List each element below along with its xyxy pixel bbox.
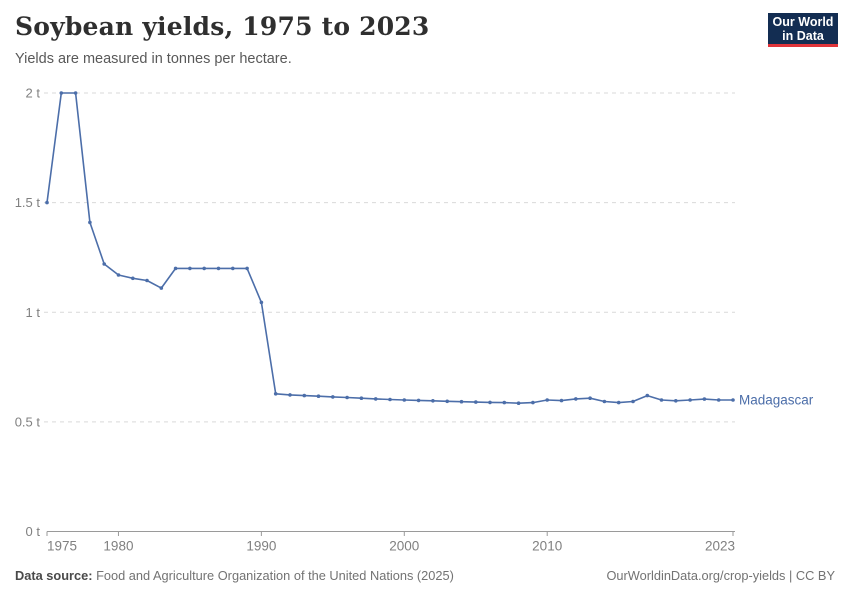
- data-point-madagascar-1997[interactable]: [359, 396, 364, 401]
- data-source: Data source: Food and Agriculture Organi…: [15, 568, 454, 583]
- x-axis-label-1975: 1975: [47, 539, 77, 554]
- data-point-madagascar-1980[interactable]: [116, 273, 121, 277]
- data-point-madagascar-1990[interactable]: [259, 300, 264, 305]
- data-point-madagascar-1992[interactable]: [288, 393, 292, 397]
- data-point-madagascar-1986[interactable]: [202, 266, 206, 271]
- x-axis-label-1990: 1990: [246, 539, 276, 554]
- data-point-madagascar-2015[interactable]: [616, 400, 621, 405]
- data-point-madagascar-1998[interactable]: [373, 397, 378, 401]
- data-point-madagascar-2021[interactable]: [702, 397, 707, 401]
- data-point-madagascar-1981[interactable]: [131, 276, 135, 281]
- chart-subtitle: Yields are measured in tonnes per hectar…: [15, 51, 292, 67]
- data-point-madagascar-1985[interactable]: [188, 266, 192, 271]
- data-point-madagascar-2006[interactable]: [488, 400, 492, 405]
- data-point-madagascar-2020[interactable]: [688, 398, 692, 402]
- data-point-madagascar-2022[interactable]: [716, 398, 721, 402]
- x-axis-label-2010: 2010: [532, 539, 562, 554]
- data-point-madagascar-1987[interactable]: [216, 266, 221, 271]
- data-point-madagascar-2019[interactable]: [674, 399, 678, 403]
- data-point-madagascar-1977[interactable]: [73, 91, 78, 95]
- data-point-madagascar-2010[interactable]: [545, 398, 549, 402]
- chart-footer: Data source: Food and Agriculture Organi…: [15, 568, 835, 583]
- data-point-madagascar-1983[interactable]: [159, 286, 164, 290]
- x-axis-label-2023: 2023: [705, 539, 735, 554]
- data-point-madagascar-1976[interactable]: [59, 91, 64, 95]
- y-axis-label-1: 1 t: [26, 305, 41, 320]
- y-axis-label-0.5: 0.5 t: [15, 414, 41, 429]
- data-point-madagascar-2011[interactable]: [559, 398, 564, 403]
- y-axis-label-1.5: 1.5 t: [15, 195, 41, 210]
- data-point-madagascar-1984[interactable]: [173, 266, 178, 271]
- data-point-madagascar-1991[interactable]: [273, 392, 278, 396]
- data-point-madagascar-2018[interactable]: [659, 398, 664, 402]
- data-point-madagascar-2013[interactable]: [588, 396, 592, 401]
- credit-link[interactable]: OurWorldinData.org/crop-yields | CC BY: [606, 568, 835, 583]
- x-axis-label-1980: 1980: [103, 539, 133, 554]
- data-point-madagascar-2016[interactable]: [631, 399, 635, 404]
- y-axis-label-0: 0 t: [26, 524, 41, 539]
- data-point-madagascar-2001[interactable]: [416, 398, 421, 403]
- data-source-label: Data source:: [15, 568, 93, 583]
- data-point-madagascar-1994[interactable]: [316, 394, 321, 399]
- data-point-madagascar-1978[interactable]: [88, 220, 92, 225]
- chart-title: Soybean yields, 1975 to 2023: [15, 12, 430, 41]
- data-point-madagascar-1999[interactable]: [388, 397, 392, 402]
- data-source-text: Food and Agriculture Organization of the…: [92, 568, 454, 583]
- y-axis-label-2: 2 t: [26, 86, 41, 101]
- data-point-madagascar-1989[interactable]: [245, 266, 249, 271]
- data-point-madagascar-1993[interactable]: [302, 393, 307, 398]
- data-point-madagascar-2000[interactable]: [402, 398, 407, 402]
- x-axis-label-2000: 2000: [389, 539, 419, 554]
- data-point-madagascar-2009[interactable]: [531, 400, 535, 405]
- data-point-madagascar-1988[interactable]: [231, 266, 235, 271]
- entity-label-madagascar[interactable]: Madagascar: [739, 392, 814, 407]
- data-point-madagascar-2008[interactable]: [516, 401, 521, 406]
- owid-logo-line1: Our World: [772, 14, 834, 29]
- data-point-madagascar-1996[interactable]: [345, 395, 349, 400]
- owid-logo-line2: in Data: [782, 28, 824, 43]
- data-point-madagascar-2003[interactable]: [445, 399, 450, 404]
- data-point-madagascar-2017[interactable]: [645, 393, 650, 398]
- data-line-madagascar[interactable]: [46, 92, 734, 405]
- data-point-madagascar-2005[interactable]: [474, 400, 478, 404]
- data-point-madagascar-2014[interactable]: [602, 399, 607, 404]
- owid-logo[interactable]: Our World in Data: [768, 13, 838, 47]
- data-point-madagascar-1975[interactable]: [45, 200, 49, 205]
- data-point-madagascar-2023[interactable]: [731, 398, 735, 402]
- data-point-madagascar-1982[interactable]: [145, 278, 149, 283]
- data-point-madagascar-2002[interactable]: [431, 399, 435, 403]
- data-point-madagascar-2012[interactable]: [574, 397, 578, 401]
- data-point-madagascar-1979[interactable]: [102, 262, 106, 266]
- data-point-madagascar-2004[interactable]: [459, 399, 464, 404]
- data-point-madagascar-2007[interactable]: [502, 400, 507, 405]
- data-point-madagascar-1995[interactable]: [331, 395, 335, 399]
